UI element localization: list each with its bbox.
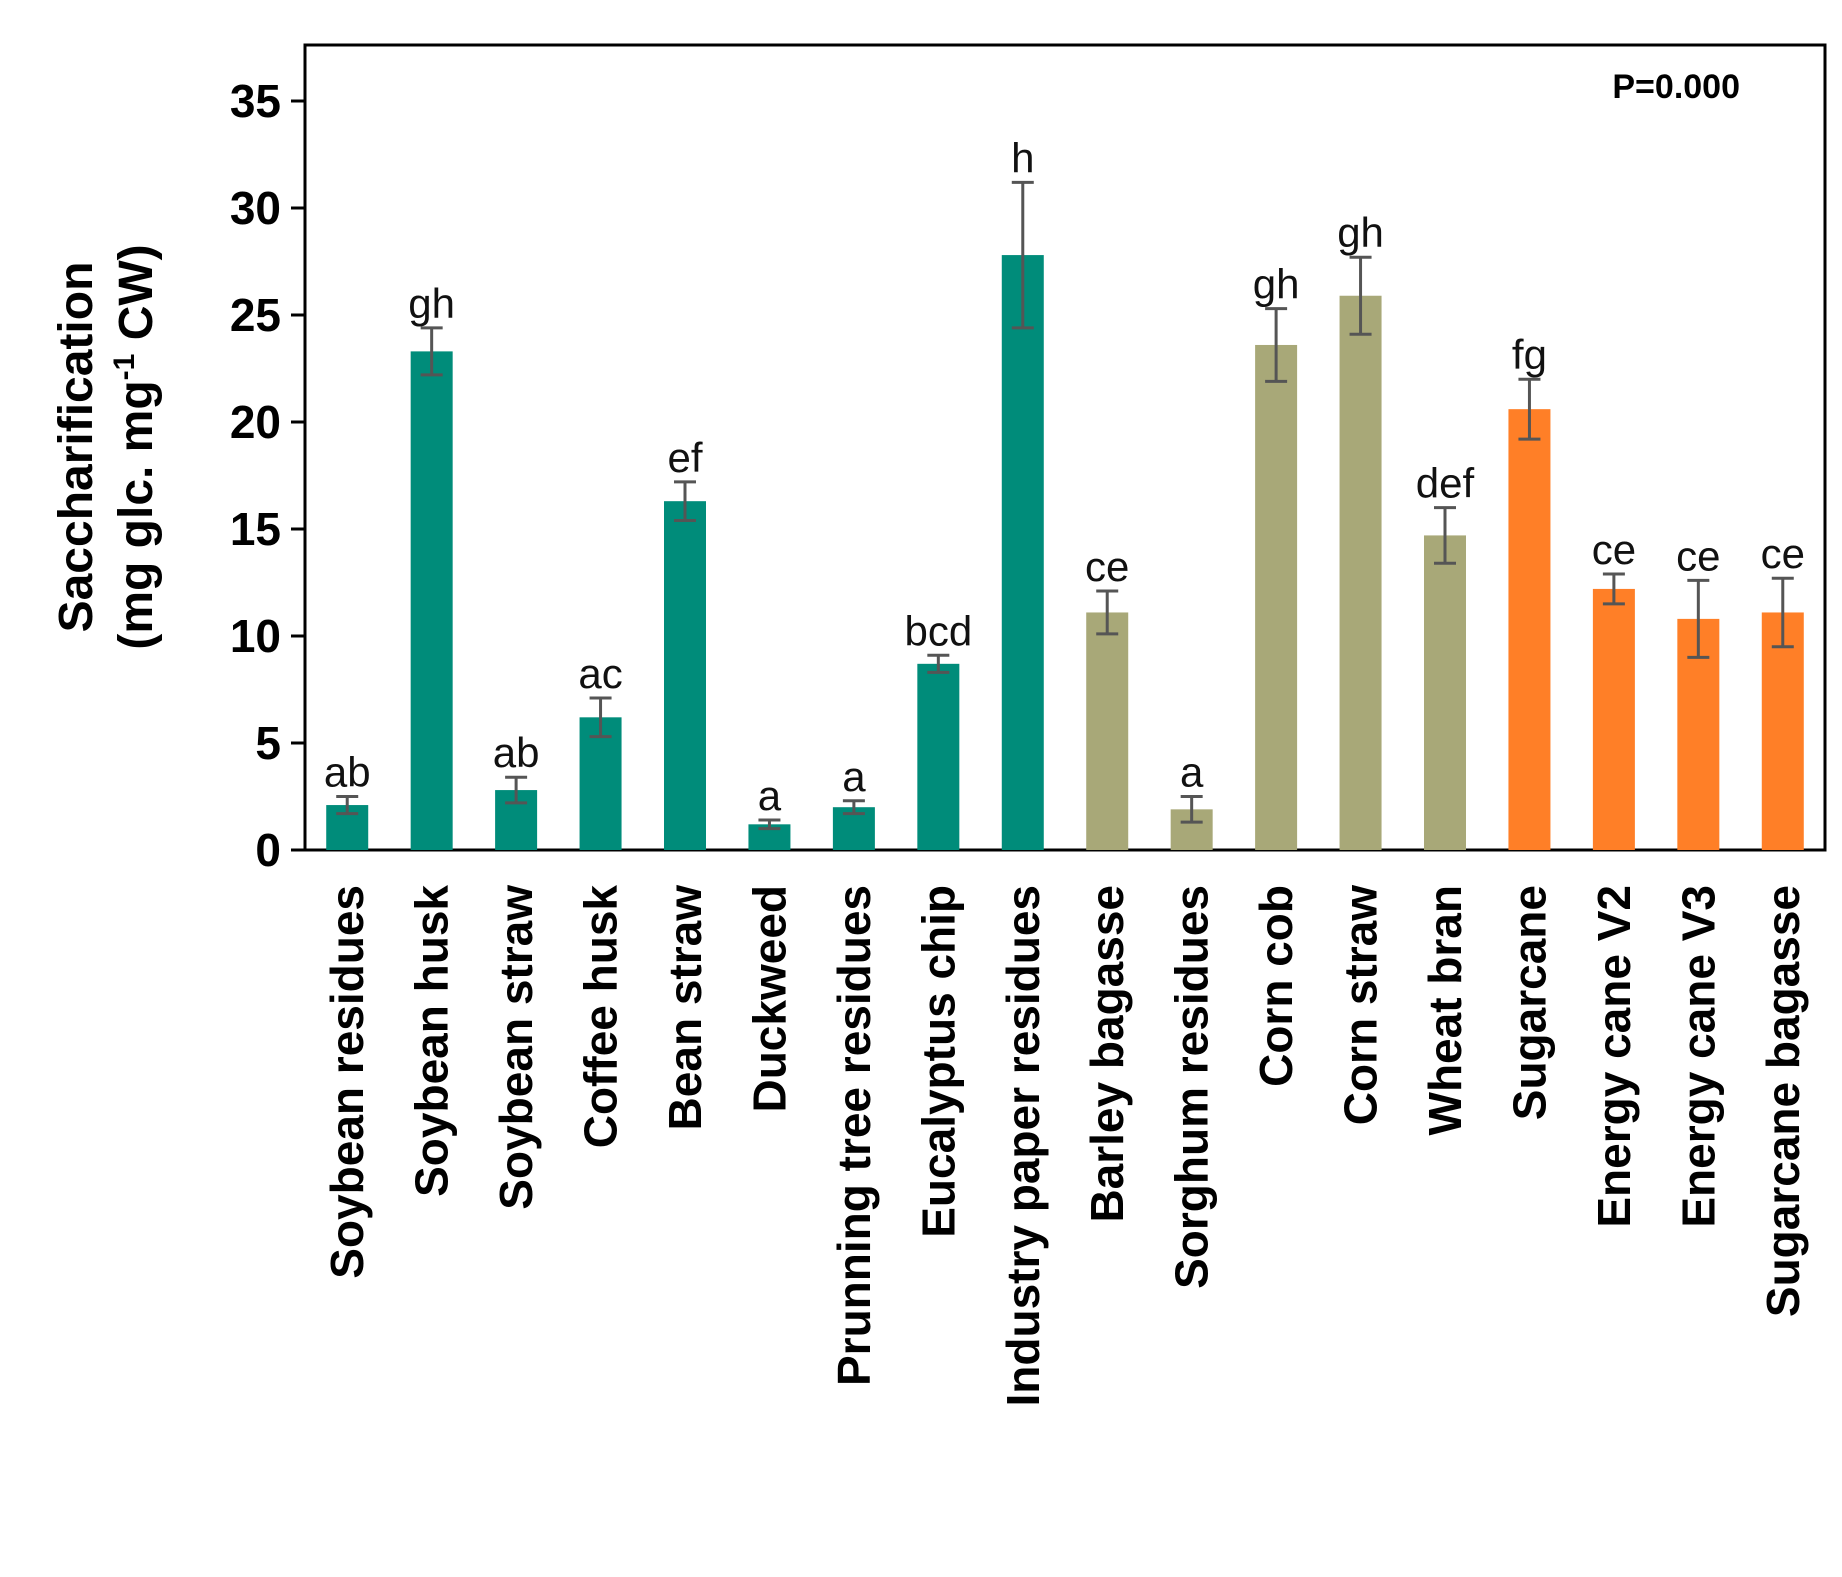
significance-letter: a [1180, 749, 1204, 796]
significance-letter: ce [1085, 543, 1129, 590]
bar [579, 717, 622, 850]
category-label: Soybean husk [406, 885, 458, 1197]
bar [1086, 612, 1129, 850]
y-tick-label: 0 [255, 824, 281, 876]
category-label: Bean straw [659, 885, 711, 1131]
significance-letter: ab [324, 749, 371, 796]
bar [1001, 255, 1044, 850]
p-value-annotation: P=0.000 [1612, 68, 1740, 106]
category-label: Energy cane V2 [1588, 885, 1640, 1228]
y-ticks: 0 5 10 15 20 25 30 35 [230, 75, 305, 876]
bars [326, 255, 1804, 850]
bar [917, 663, 960, 850]
category-label: Duckweed [743, 885, 795, 1113]
category-label: Coffee husk [575, 885, 627, 1149]
bar [664, 501, 706, 850]
category-label: Sugarcane bagasse [1757, 885, 1809, 1317]
significance-letter: ce [1592, 526, 1636, 573]
y-tick-label: 30 [230, 182, 281, 234]
bar [1255, 344, 1298, 850]
y-tick-label: 35 [230, 75, 281, 127]
significance-letter: a [842, 753, 866, 800]
category-label: Eucalyptus chip [912, 885, 964, 1238]
bar [1424, 535, 1466, 850]
category-label: Wheat bran [1419, 885, 1471, 1135]
category-label: Sorghum residues [1166, 885, 1218, 1289]
significance-letter: a [758, 772, 782, 819]
error-bars [336, 180, 1794, 831]
y-tick-label: 5 [255, 717, 281, 769]
significance-letter: ac [578, 650, 622, 697]
bar [1761, 612, 1804, 850]
category-label: Soybean residues [321, 885, 373, 1279]
category-labels: Soybean residues Soybean husk Soybean stra… [321, 885, 1809, 1407]
bar [1592, 588, 1635, 850]
y-tick-label: 20 [230, 396, 281, 448]
category-label: Industry paper residues [997, 885, 1049, 1407]
significance-letter: gh [1337, 209, 1384, 256]
significance-letter: ab [493, 729, 540, 776]
y-axis-label-line1: Saccharification [50, 262, 103, 633]
significance-letter: def [1416, 460, 1475, 507]
significance-letter: gh [1253, 261, 1300, 308]
category-label: Corn cob [1250, 885, 1302, 1087]
significance-letter: fg [1512, 331, 1547, 378]
category-label: Soybean straw [490, 885, 542, 1210]
y-tick-label: 15 [230, 503, 281, 555]
bar [1508, 409, 1551, 850]
category-label: Energy cane V3 [1672, 885, 1724, 1228]
category-label: Prunning tree residues [828, 885, 880, 1386]
y-axis-label-unit-sup: -1 [108, 354, 141, 381]
category-label: Corn straw [1335, 885, 1387, 1125]
category-label: Sugarcane [1503, 885, 1555, 1120]
significance-letter: bcd [904, 607, 972, 654]
significance-letter: gh [408, 280, 455, 327]
y-axis-label-unit-post: CW) [110, 244, 163, 353]
significance-letter: ce [1761, 530, 1805, 577]
y-axis-label-unit-pre: (mg glc. mg [110, 380, 163, 649]
category-label: Barley bagasse [1081, 885, 1133, 1223]
y-axis-label-line2: (mg glc. mg-1 CW) [108, 244, 163, 649]
significance-letter: ce [1676, 532, 1720, 579]
bar [410, 351, 453, 850]
bar [1339, 295, 1382, 850]
y-tick-label: 25 [230, 289, 281, 341]
significance-letter: ef [667, 434, 702, 481]
y-tick-label: 10 [230, 610, 281, 662]
significance-letter: h [1011, 134, 1034, 181]
